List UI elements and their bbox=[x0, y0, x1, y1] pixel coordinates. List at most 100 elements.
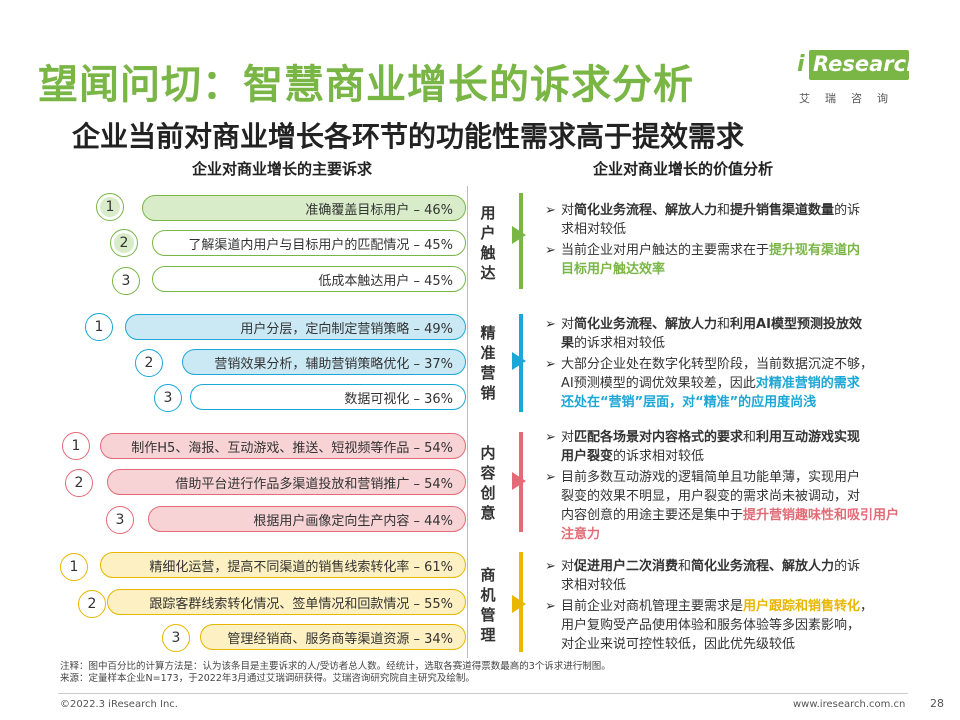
column-divider bbox=[467, 186, 468, 658]
highlight-text: 对精准营销的需求 bbox=[755, 376, 860, 391]
arrow-icon bbox=[512, 352, 526, 370]
text-run: 裂变的效果不明显，用户裂变的需求尚未被调动，对 bbox=[561, 489, 861, 504]
demand-label: 借助平台进行作品多渠道投放和营销推广 – 54% bbox=[175, 476, 453, 492]
category-label: 用户触达 bbox=[480, 204, 496, 282]
rank-badge: 1 bbox=[96, 193, 124, 221]
bullet-arrow-icon: ➢ bbox=[545, 430, 556, 445]
arrow-icon bbox=[512, 472, 526, 490]
rank-number: 3 bbox=[121, 273, 131, 289]
text-run: 简化业务流程、解放人力 bbox=[691, 559, 835, 574]
highlight-text: 提升现有渠道内 bbox=[769, 243, 861, 258]
text-run: 果 bbox=[561, 336, 575, 351]
rank-badge: 1 bbox=[85, 313, 113, 341]
text-run: 提升销售渠道数量 bbox=[730, 203, 835, 218]
category-label: 内容创意 bbox=[480, 444, 496, 522]
text-run: AI预测模型的调优效果较差，因此 bbox=[561, 376, 756, 391]
bullet-arrow-icon: ➢ bbox=[545, 317, 556, 332]
text-run: 目前企业对商机管理主要需求是 bbox=[561, 599, 744, 614]
highlight-text: 用户跟踪和销售转化 bbox=[743, 599, 861, 614]
rank-number: 3 bbox=[163, 390, 173, 406]
demand-label: 根据用户画像定向生产内容 – 44% bbox=[253, 513, 453, 529]
page-subtitle: 企业当前对商业增长各环节的功能性需求高于提效需求 bbox=[72, 120, 745, 153]
footnote: 注释：图中百分比的计算方法是：认为该条目是主要诉求的人/受访者总人数。经统计，选… bbox=[60, 661, 611, 685]
text-run: 和 bbox=[717, 203, 731, 218]
rank-badge: 1 bbox=[62, 432, 90, 460]
demand-pill: 根据用户画像定向生产内容 – 44% bbox=[148, 506, 466, 532]
analysis-bullet: ➢ 当前企业对用户触达的主要需求在于提升现有渠道内 目标用户触达效率 bbox=[545, 241, 905, 279]
demand-pill: 低成本触达用户 – 45% bbox=[152, 266, 466, 292]
rank-badge: 3 bbox=[162, 624, 190, 652]
page-title: 望闻问切：智慧商业增长的诉求分析 bbox=[38, 62, 694, 108]
text-run: 的诉求相对较低 bbox=[574, 336, 666, 351]
footnote-source: 来源：定量样本企业N=173，于2022年3月通过艾瑞调研获得。艾瑞咨询研究院自… bbox=[60, 673, 475, 684]
analysis-bullet: ➢ 对促进用户二次消费和简化业务流程、解放人力的诉 求相对较低 bbox=[545, 557, 905, 595]
left-column-header: 企业对商业增长的主要诉求 bbox=[192, 160, 373, 178]
text-run: 求相对较低 bbox=[561, 222, 627, 237]
demand-pill: 了解渠道内用户与目标用户的匹配情况 – 45% bbox=[152, 230, 466, 256]
text-run: 和 bbox=[717, 317, 731, 332]
demand-label: 了解渠道内用户与目标用户的匹配情况 – 45% bbox=[188, 237, 453, 253]
text-run: 和 bbox=[678, 559, 692, 574]
analysis-bullet: ➢ 对匹配各场景对内容格式的要求和利用互动游戏实现 用户裂变的诉求相对较低 bbox=[545, 428, 905, 466]
demand-label: 管理经销商、服务商等渠道资源 – 34% bbox=[227, 631, 453, 647]
demand-pill: 精细化运营，提高不同渠道的销售线索转化率 – 61% bbox=[100, 552, 466, 578]
rank-number: 1 bbox=[69, 559, 79, 575]
demand-label: 制作H5、海报、互动游戏、推送、短视频等作品 – 54% bbox=[131, 440, 453, 456]
rank-badge: 2 bbox=[78, 590, 106, 618]
rank-number: 2 bbox=[87, 596, 97, 612]
demand-label: 营销效果分析，辅助营销策略优化 – 37% bbox=[214, 356, 453, 372]
right-column-header: 企业对商业增长的价值分析 bbox=[593, 160, 774, 178]
text-run: 的诉求相对较低 bbox=[613, 449, 705, 464]
demand-label: 精细化运营，提高不同渠道的销售线索转化率 – 61% bbox=[149, 559, 453, 575]
arrow-icon bbox=[512, 226, 526, 244]
logo-badge bbox=[809, 50, 909, 80]
bullet-arrow-icon: ➢ bbox=[545, 357, 556, 372]
text-run: 对 bbox=[561, 559, 575, 574]
page-number: 28 bbox=[930, 697, 944, 710]
rank-number: 2 bbox=[144, 355, 154, 371]
text-run: 对 bbox=[561, 430, 575, 445]
rank-number: 2 bbox=[74, 475, 84, 491]
text-run: 的诉 bbox=[834, 203, 861, 218]
analysis-bullet: ➢ 大部分企业处在数字化转型阶段，当前数据沉淀不够， AI预测模型的调优效果较差，… bbox=[545, 355, 905, 412]
rank-badge: 3 bbox=[154, 384, 182, 412]
demand-pill: 用户分层，定向制定营销策略 – 49% bbox=[125, 314, 466, 340]
bullet-arrow-icon: ➢ bbox=[545, 243, 556, 258]
text-run: 求相对较低 bbox=[561, 578, 627, 593]
bullet-arrow-icon: ➢ bbox=[545, 559, 556, 574]
text-run: ， bbox=[860, 599, 874, 614]
demand-label: 低成本触达用户 – 45% bbox=[318, 273, 453, 289]
demand-pill: 数据可视化 – 36% bbox=[190, 384, 466, 410]
text-run: 匹配各场景对内容格式的要求 bbox=[574, 430, 744, 445]
logo-i: i bbox=[797, 52, 805, 77]
highlight-text: 还处在“营销”层面，对“精准”的应用度尚浅 bbox=[561, 395, 817, 410]
rank-number: 3 bbox=[171, 630, 181, 646]
text-run: 用户裂变 bbox=[561, 449, 614, 464]
copyright: ©2022.3 iResearch Inc. bbox=[60, 699, 178, 710]
text-run: 简化业务流程、解放人力 bbox=[574, 317, 718, 332]
footer-divider bbox=[58, 693, 908, 694]
analysis-bullet: ➢ 对简化业务流程、解放人力和提升销售渠道数量的诉 求相对较低 bbox=[545, 201, 905, 239]
analysis-bullet: ➢ 目前企业对商机管理主要需求是用户跟踪和销售转化， 用户复购受产品使用体验和服务… bbox=[545, 597, 905, 654]
text-run: 大部分企业处在数字化转型阶段，当前数据沉淀不够， bbox=[561, 357, 874, 372]
rank-number: 1 bbox=[71, 438, 81, 454]
highlight-text: 提升营销趣味性和吸引用户注意力 bbox=[561, 508, 900, 542]
text-run: 目前多数互动游戏的逻辑简单且功能单薄，实现用户 bbox=[561, 470, 861, 485]
bullet-arrow-icon: ➢ bbox=[545, 470, 556, 485]
text-run: 利用AI模型预测投放效 bbox=[730, 317, 862, 332]
rank-badge: 3 bbox=[106, 506, 134, 534]
website-link[interactable]: www.iresearch.com.cn bbox=[793, 699, 906, 710]
text-run: 用户复购受产品使用体验和服务体验等多因素影响， bbox=[561, 618, 861, 633]
analysis-bullet: ➢ 对简化业务流程、解放人力和利用AI模型预测投放效 果的诉求相对较低 bbox=[545, 315, 905, 353]
text-run: 内容创意的用途主要还是集中于 bbox=[561, 508, 744, 523]
analysis-bullet: ➢ 目前多数互动游戏的逻辑简单且功能单薄，实现用户 裂变的效果不明显，用户裂变的需… bbox=[545, 468, 905, 544]
rank-badge: 1 bbox=[60, 553, 88, 581]
demand-label: 跟踪客群线索转化情况、签单情况和回款情况 – 55% bbox=[149, 596, 453, 612]
rank-badge: 2 bbox=[65, 469, 93, 497]
text-run: 的诉 bbox=[834, 559, 861, 574]
footnote-note: 注释：图中百分比的计算方法是：认为该条目是主要诉求的人/受访者总人数。经统计，选… bbox=[60, 661, 611, 672]
text-run: 当前企业对用户触达的主要需求在于 bbox=[561, 243, 770, 258]
demand-label: 数据可视化 – 36% bbox=[344, 391, 453, 407]
rank-number: 1 bbox=[94, 319, 104, 335]
demand-label: 用户分层，定向制定营销策略 – 49% bbox=[240, 321, 453, 337]
